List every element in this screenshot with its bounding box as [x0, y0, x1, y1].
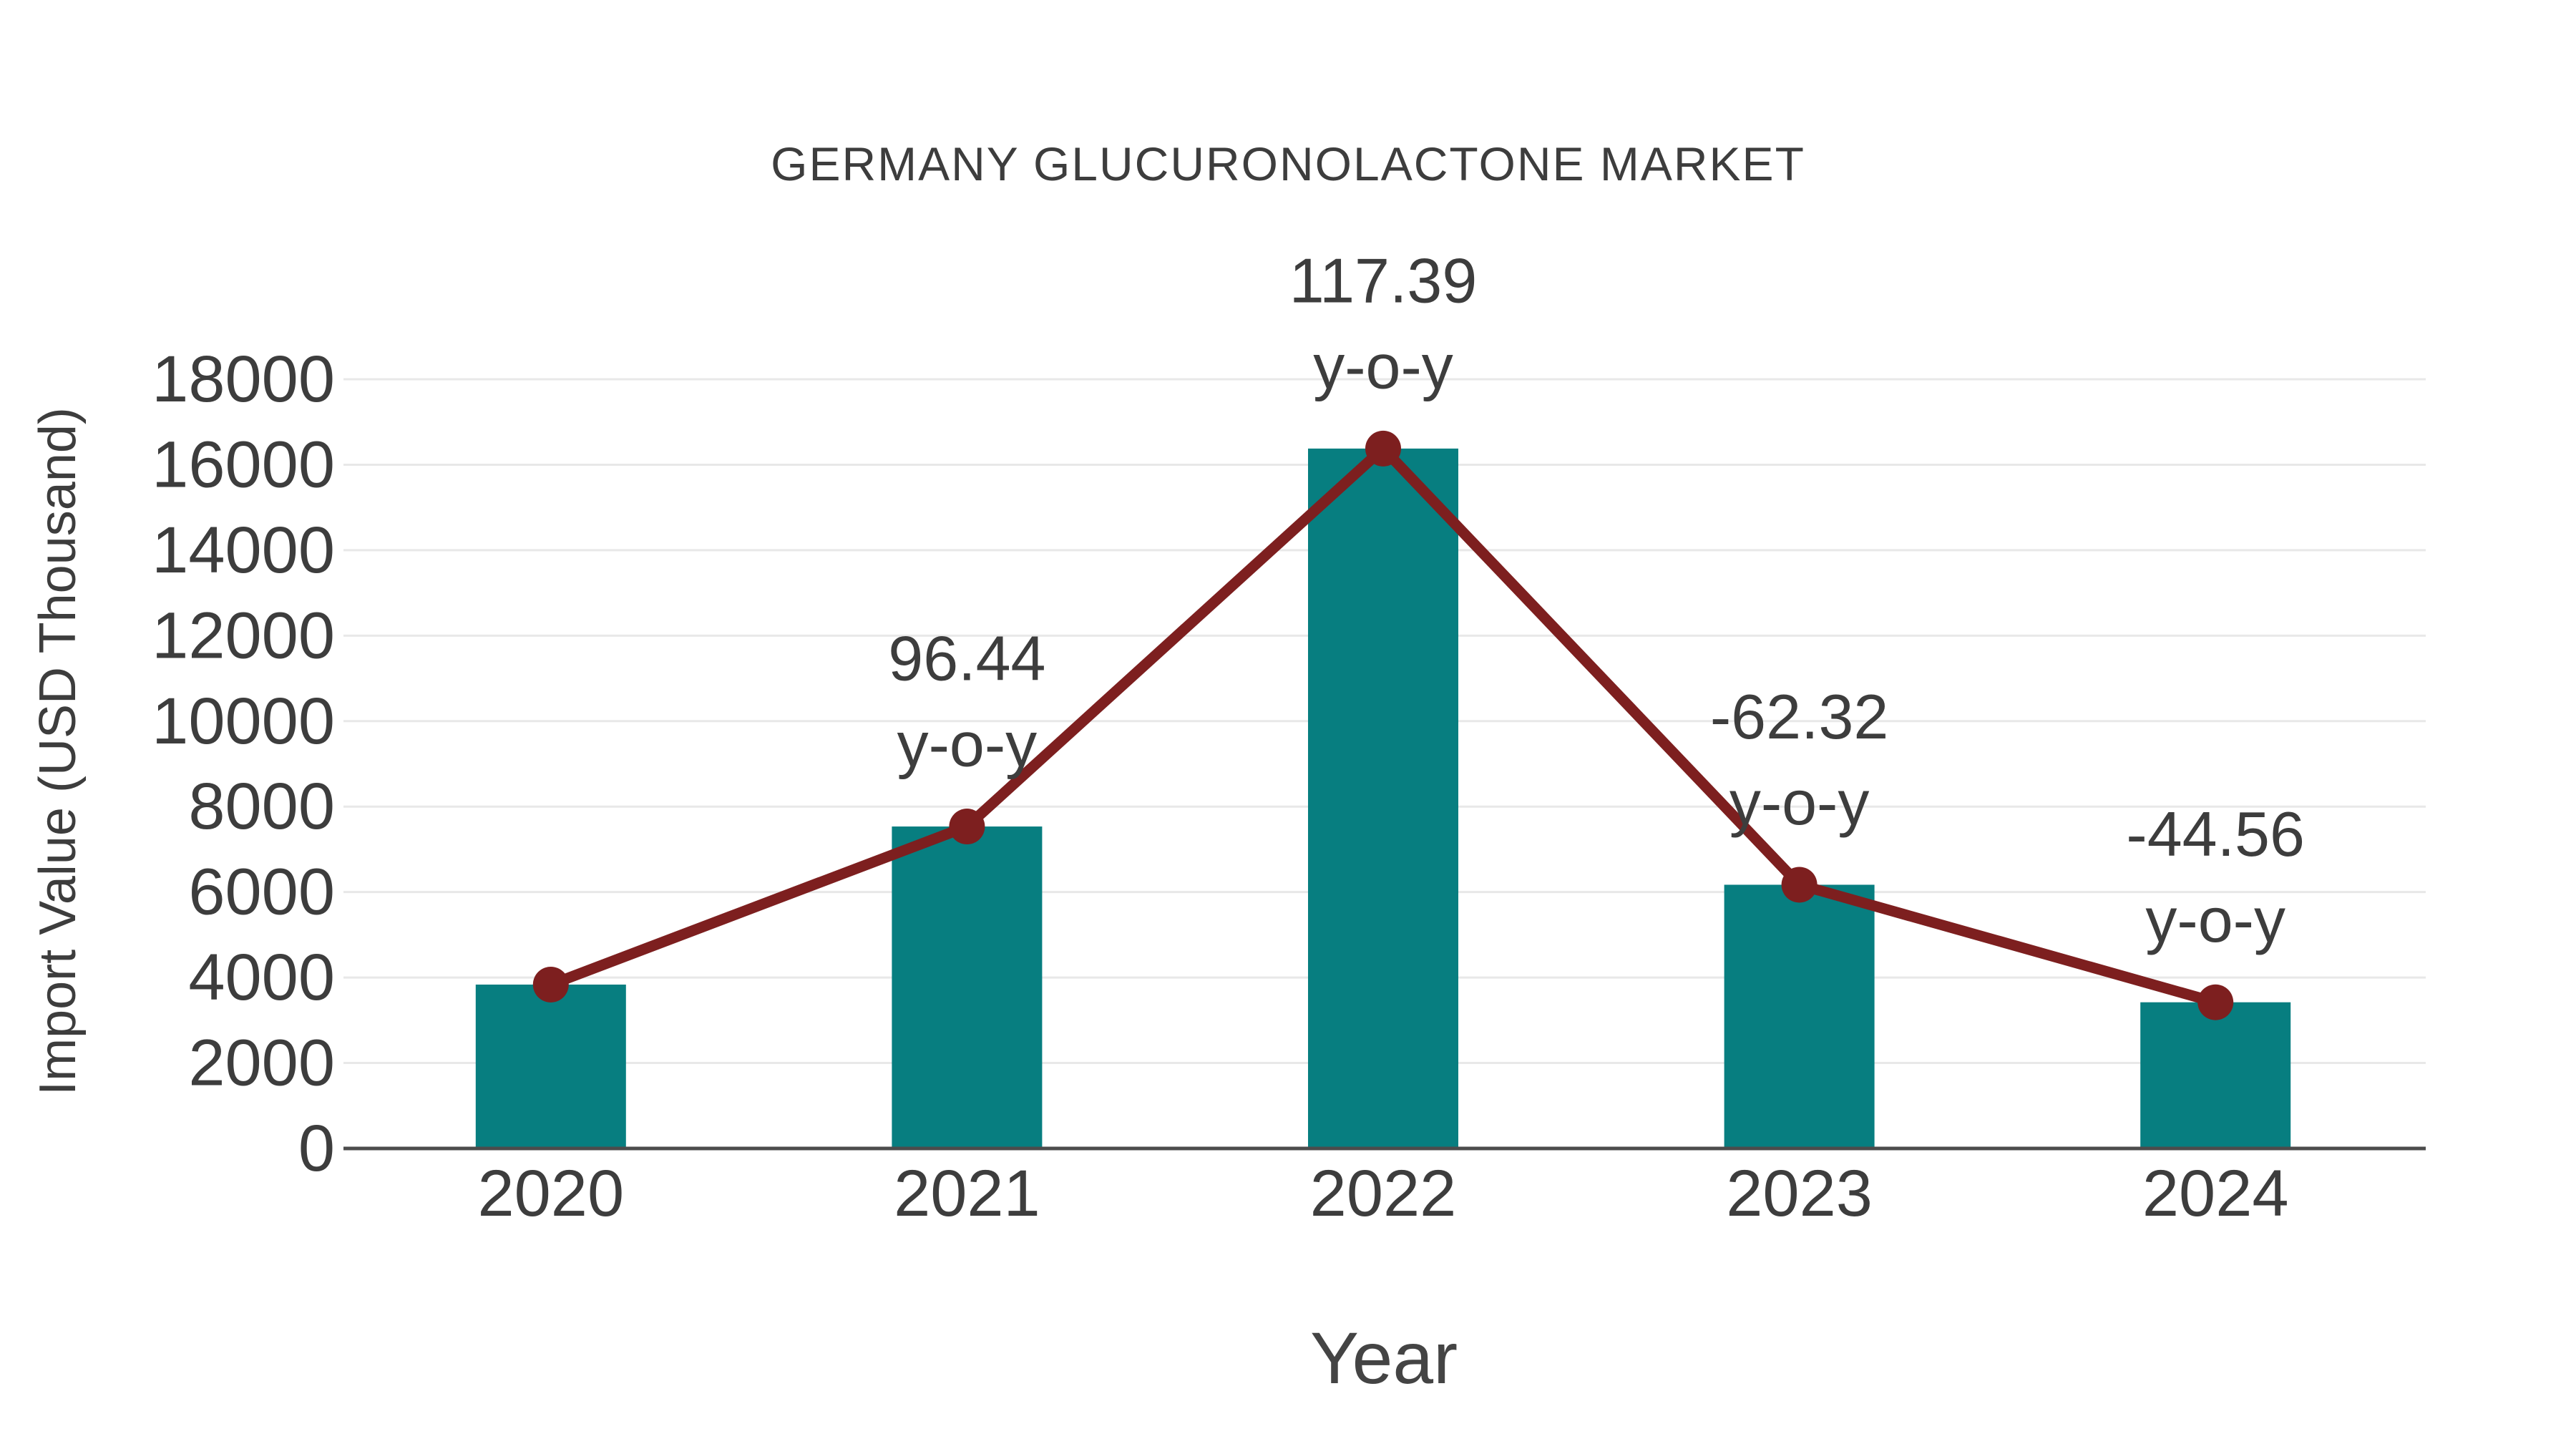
marker-2023 — [1781, 867, 1818, 903]
y-tick-label: 8000 — [188, 770, 335, 843]
bar-series — [475, 448, 2291, 1148]
y-tick-label: 16000 — [152, 428, 335, 501]
y-tick-label: 2000 — [188, 1027, 335, 1100]
y-tick-label: 4000 — [188, 941, 335, 1014]
yoy-suffix-label-2024: y-o-y — [2145, 884, 2285, 955]
yoy-value-label-2021: 96.44 — [888, 623, 1045, 694]
x-tick-label-2024: 2024 — [2142, 1157, 2289, 1230]
x-tick-label-2021: 2021 — [894, 1157, 1040, 1230]
marker-2022 — [1365, 430, 1401, 467]
y-tick-label: 6000 — [188, 856, 335, 929]
x-tick-label-2020: 2020 — [477, 1157, 624, 1230]
bar-2022 — [1308, 448, 1458, 1148]
marker-2020 — [532, 966, 569, 1002]
yoy-suffix-label-2022: y-o-y — [1313, 331, 1453, 401]
y-tick-label: 14000 — [152, 514, 335, 587]
marker-2021 — [949, 809, 985, 845]
y-tick-label: 18000 — [152, 343, 335, 416]
yoy-suffix-label-2023: y-o-y — [1729, 767, 1870, 838]
bar-2020 — [475, 984, 626, 1148]
yoy-suffix-label-2021: y-o-y — [897, 709, 1038, 780]
bar-2021 — [892, 826, 1043, 1148]
chart-title: GERMANY GLUCURONOLACTONE MARKET — [771, 137, 1805, 190]
y-tick-label: 0 — [298, 1112, 335, 1185]
y-axis-tick-labels: 0 2000 4000 6000 8000 10000 12000 14000 16000 180… — [152, 343, 335, 1185]
line-markers — [532, 430, 2234, 1020]
y-tick-label: 12000 — [152, 599, 335, 672]
x-axis-title: Year — [1310, 1317, 1458, 1399]
yoy-value-label-2024: -44.56 — [2126, 799, 2305, 869]
y-axis-title: Import Value (USD Thousand) — [29, 407, 87, 1096]
point-labels-group: 96.44 y-o-y 117.39 y-o-y -62.32 y-o-y -44.56 y-… — [888, 245, 2305, 955]
x-tick-label-2023: 2023 — [1726, 1157, 1873, 1230]
yoy-value-label-2022: 117.39 — [1289, 245, 1478, 316]
y-tick-label: 10000 — [152, 685, 335, 758]
yoy-value-label-2023: -62.32 — [1710, 681, 1889, 752]
bar-2023 — [1724, 884, 1875, 1148]
x-axis-tick-labels: 2020 2021 2022 2023 2024 — [477, 1157, 2288, 1230]
bar-2024 — [2140, 1002, 2291, 1148]
marker-2024 — [2197, 984, 2234, 1020]
x-tick-label-2022: 2022 — [1310, 1157, 1457, 1230]
